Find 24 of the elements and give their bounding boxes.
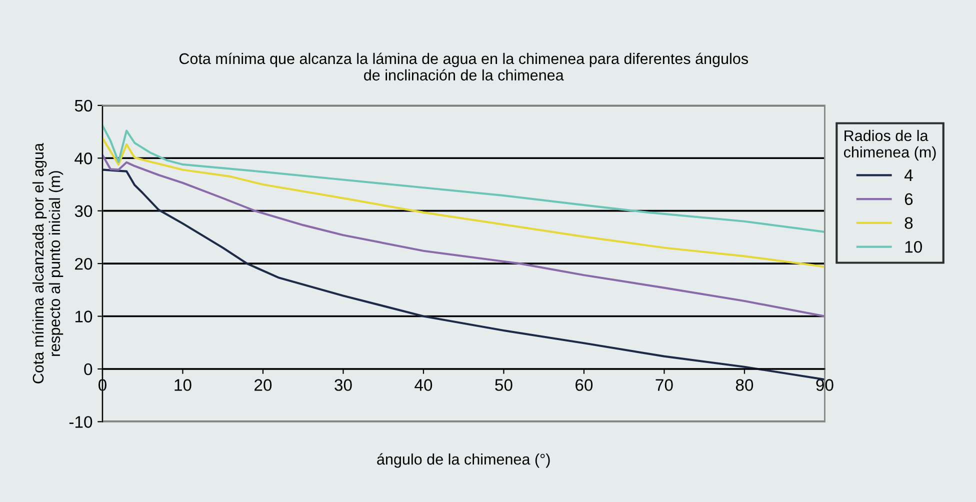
legend-label: 6: [904, 193, 913, 206]
x-tick-label: 90: [816, 379, 834, 391]
x-axis-title: ángulo de la chimenea (°): [377, 453, 550, 468]
x-tick-label: 40: [414, 379, 432, 391]
x-tick-label: 50: [495, 379, 512, 391]
y-axis-title: Cota mínima alcanzada por el agua respecto al punto inicial (m): [32, 142, 64, 384]
x-tick-label: 60: [576, 379, 593, 391]
legend-label: 10: [905, 240, 922, 253]
y-tick-label: 10: [75, 310, 92, 322]
y-tick-label: 40: [74, 152, 92, 164]
y-tick-label: 30: [74, 205, 92, 218]
legend-label: 8: [904, 217, 913, 229]
x-tick-label: 70: [656, 379, 673, 391]
x-tick-label: 10: [174, 379, 192, 391]
legend-label: 4: [904, 170, 913, 182]
y-tick-label: 50: [74, 100, 92, 112]
y-tick-label: -10: [69, 416, 92, 428]
x-tick-label: 30: [334, 379, 352, 391]
y-tick-label: 0: [84, 363, 92, 376]
y-tick-label: 20: [75, 258, 92, 270]
legend-title: Radios de la chimenea (m): [844, 130, 936, 161]
chart-title: Cota mínima que alcanza la lámina de agua en la chimenea para diferentes ángulos de inclinación de la chimenea: [179, 52, 748, 81]
x-tick-label: 80: [736, 379, 754, 391]
x-tick-label: 20: [254, 379, 272, 391]
